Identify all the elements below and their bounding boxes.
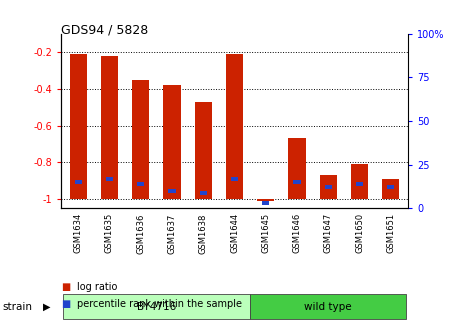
Text: ■: ■	[61, 299, 70, 309]
Bar	[163, 85, 181, 199]
Bar	[69, 54, 87, 199]
Text: percentile rank within the sample: percentile rank within the sample	[77, 299, 242, 309]
Bar	[106, 177, 113, 181]
Bar	[101, 56, 118, 199]
Bar	[168, 189, 175, 193]
Bar	[356, 182, 363, 186]
Text: strain: strain	[2, 302, 32, 311]
Text: BY4716: BY4716	[136, 302, 176, 311]
Bar	[325, 185, 332, 190]
Text: ▶: ▶	[43, 302, 51, 311]
Bar	[288, 138, 306, 199]
Bar	[75, 180, 82, 184]
Bar	[200, 191, 207, 195]
FancyBboxPatch shape	[250, 294, 407, 319]
Bar	[195, 102, 212, 199]
Bar	[387, 185, 394, 190]
FancyBboxPatch shape	[62, 294, 250, 319]
Bar	[132, 80, 149, 199]
Text: ■: ■	[61, 282, 70, 292]
Bar	[294, 180, 301, 184]
Bar	[226, 54, 243, 199]
Text: wild type: wild type	[304, 302, 352, 311]
Bar	[262, 201, 269, 205]
Text: GDS94 / 5828: GDS94 / 5828	[61, 24, 148, 37]
Text: log ratio: log ratio	[77, 282, 118, 292]
Bar	[137, 182, 144, 186]
Bar	[231, 177, 238, 181]
Bar	[382, 179, 400, 199]
Bar	[351, 164, 368, 199]
Bar	[320, 175, 337, 199]
Bar	[257, 199, 274, 201]
